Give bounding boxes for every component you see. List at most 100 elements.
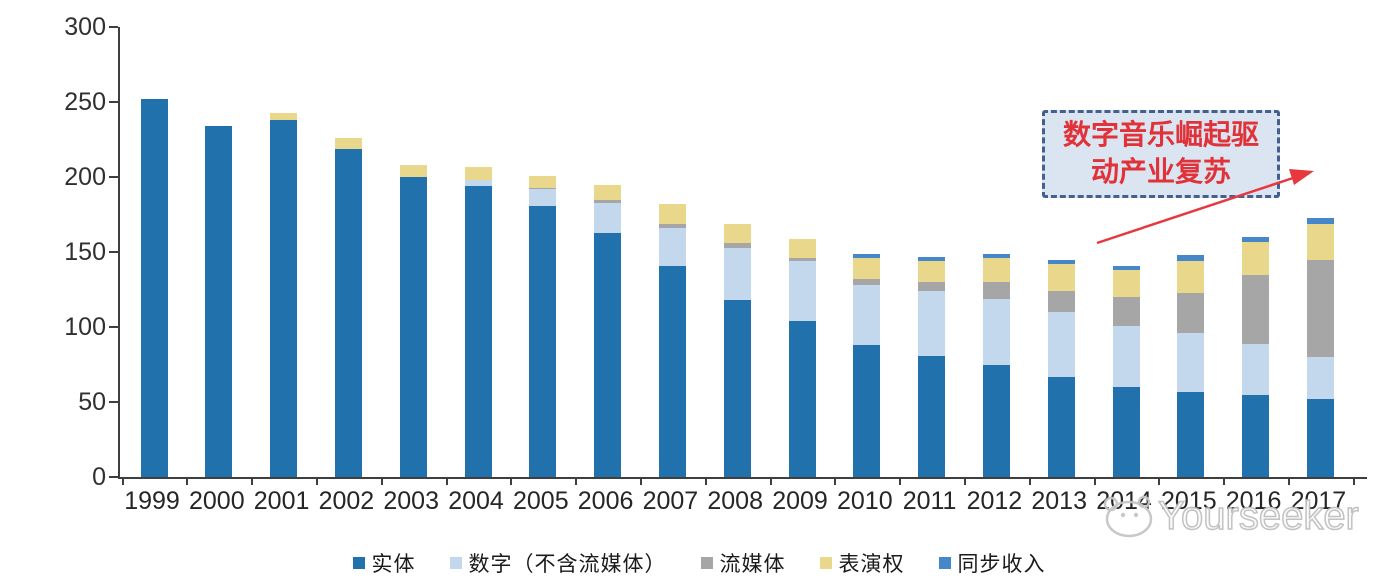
bar-segment (334, 148, 362, 477)
bar-segment (982, 282, 1010, 299)
x-axis-tick (1028, 477, 1031, 485)
x-axis-label: 2016 (1225, 487, 1282, 515)
x-axis-label: 2001 (253, 487, 310, 515)
x-axis-tick (704, 477, 707, 485)
bar-2013 (1047, 259, 1075, 477)
bar-segment (853, 345, 881, 477)
bar-segment (1112, 265, 1140, 270)
bar-segment (853, 285, 881, 345)
x-axis-label: 2013 (1031, 487, 1087, 515)
x-axis-tick (121, 477, 124, 485)
bar-segment (1242, 274, 1270, 344)
bar-segment (982, 364, 1010, 477)
bar-segment (918, 291, 946, 356)
x-axis-label: 2008 (707, 487, 763, 515)
x-axis-tick (1288, 477, 1290, 485)
watermark: Yourseeker (1098, 492, 1360, 540)
legend-swatch (352, 557, 365, 569)
bar-segment (205, 126, 233, 477)
bar-segment (594, 184, 622, 200)
bar-segment (788, 238, 816, 258)
bar-segment (1047, 312, 1075, 377)
bar-segment (529, 175, 557, 188)
bar-segment (1177, 255, 1205, 261)
annotation-text-line2: 动产业复苏 (1090, 157, 1231, 188)
bar-segment (1306, 223, 1334, 260)
bar-segment (529, 187, 557, 189)
bar-segment (270, 120, 298, 477)
x-axis-label: 2002 (318, 487, 375, 515)
bar-2003 (399, 165, 427, 477)
plot-area (109, 26, 1367, 485)
x-axis-tick (640, 477, 642, 485)
bar-segment (788, 261, 816, 321)
x-axis-label: 2004 (448, 487, 504, 515)
bar-segment (1047, 259, 1075, 264)
y-axis-tick (109, 326, 118, 328)
bar-segment (1306, 357, 1334, 399)
x-axis-tick (964, 477, 966, 485)
bar-segment (853, 253, 881, 258)
y-axis-label: 150 (64, 238, 106, 266)
bar-segment (723, 223, 751, 243)
y-axis-label: 100 (64, 313, 106, 341)
bar-segment (918, 256, 946, 261)
y-axis-tick (109, 101, 118, 103)
bar-segment (1242, 343, 1270, 395)
legend-label: 数字（不含流媒体） (468, 552, 667, 576)
bar-2004 (464, 166, 492, 477)
y-axis-label: 0 (92, 463, 106, 491)
x-axis-tick (380, 477, 383, 485)
x-axis-tick (1352, 477, 1355, 485)
y-axis-tick (109, 176, 118, 178)
x-axis-tick (1093, 477, 1096, 485)
bar-2011 (918, 256, 946, 477)
bar-segment (982, 258, 1010, 282)
bar-segment (723, 243, 751, 248)
bar-2001 (270, 112, 298, 477)
x-axis-label: 1999 (124, 487, 180, 515)
legend-swatch (938, 557, 951, 569)
legend-item: 流媒体 (700, 548, 786, 578)
bar-segment (1306, 399, 1334, 477)
bar-2015 (1177, 255, 1205, 477)
bar-segment (1242, 241, 1270, 275)
y-axis-tick (109, 401, 118, 403)
bar-segment (982, 298, 1010, 365)
bar-segment (982, 253, 1010, 258)
y-axis-tick (109, 251, 118, 253)
x-axis-tick (1223, 477, 1226, 485)
bar-segment (1112, 297, 1140, 326)
bar-segment (788, 258, 816, 261)
bar-segment (594, 202, 622, 233)
bar-segment (270, 112, 298, 120)
y-axis-tick (109, 26, 118, 28)
bar-segment (1112, 325, 1140, 387)
bar-segment (1177, 292, 1205, 333)
bar-2017 (1306, 217, 1334, 477)
x-axis-tick (899, 477, 902, 485)
bar-segment (464, 186, 492, 477)
hippo-face-icon (1103, 495, 1153, 538)
legend-swatch (449, 557, 462, 569)
legend: 实体 数字（不含流媒体） 流媒体 表演权 同步收入 (0, 548, 1398, 578)
x-axis: 1999 2000 2001 2002 2003 2004 2005 2006 2007 2008… (118, 487, 1365, 517)
y-axis-label: 250 (64, 88, 106, 116)
y-axis-tick (109, 476, 118, 478)
legend-swatch (700, 557, 713, 569)
x-axis-label: 2003 (383, 487, 439, 515)
y-axis: 0 50 100 150 200 250 300 (0, 13, 106, 491)
bar-segment (464, 166, 492, 180)
bar-segment (529, 205, 557, 477)
bar-2012 (982, 253, 1010, 477)
bar-segment (140, 99, 168, 477)
legend-item: 同步收入 (938, 548, 1046, 578)
y-axis-label: 300 (64, 13, 106, 41)
bar-segment (334, 138, 362, 149)
x-axis-label: 2012 (966, 487, 1023, 515)
legend-item: 表演权 (819, 548, 905, 578)
bar-segment (399, 177, 427, 477)
bar-2005 (529, 175, 557, 477)
bar-segment (853, 258, 881, 279)
bar-segment (1112, 270, 1140, 297)
